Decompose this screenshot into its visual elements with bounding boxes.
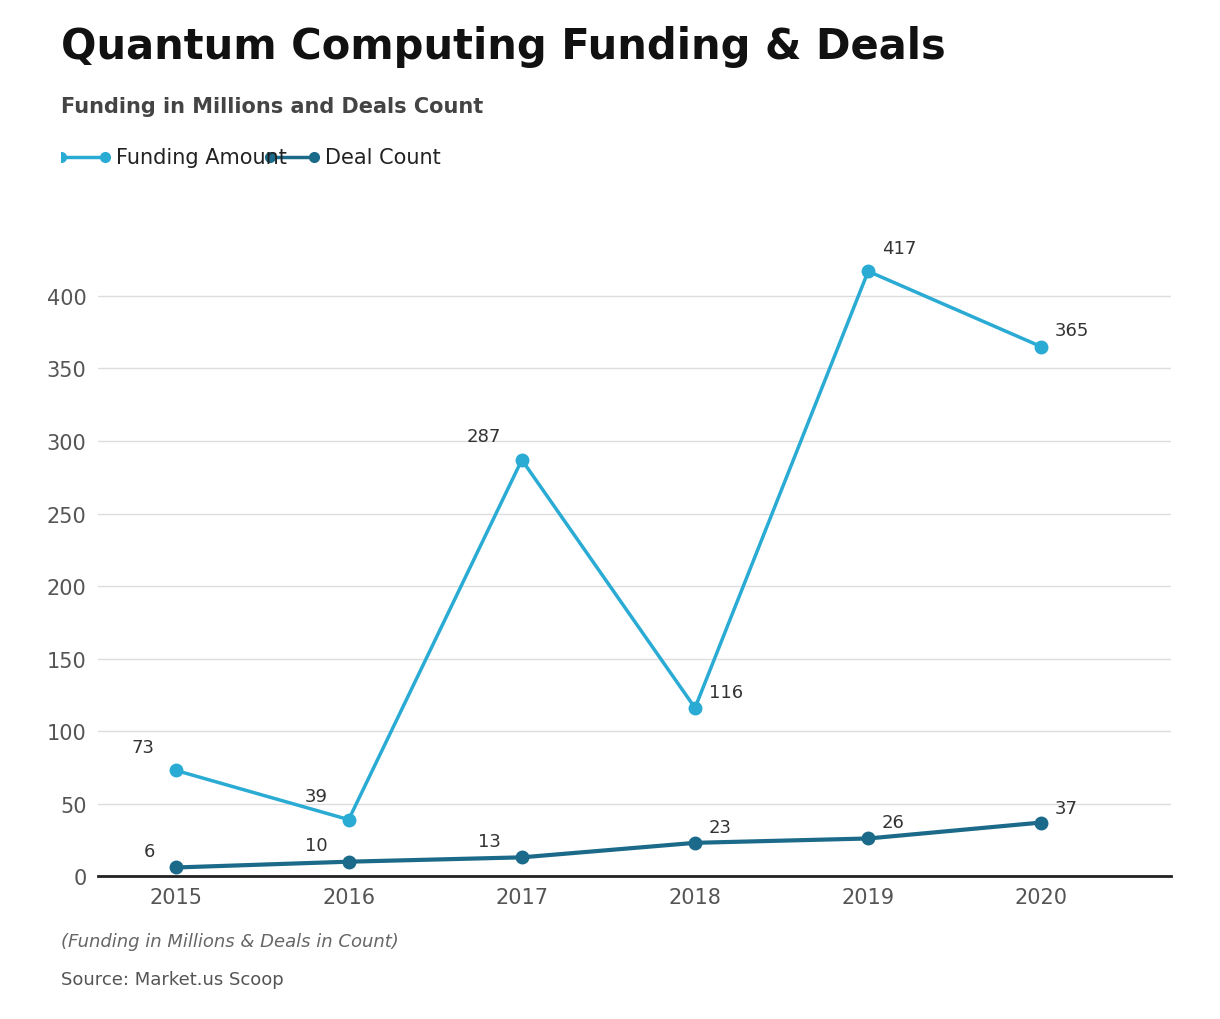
Text: 39: 39 [305, 788, 328, 805]
Text: 417: 417 [882, 239, 916, 258]
Text: Source: Market.us Scoop: Source: Market.us Scoop [61, 970, 284, 988]
Text: 26: 26 [882, 813, 905, 832]
Text: Funding in Millions and Deals Count: Funding in Millions and Deals Count [61, 97, 483, 117]
Text: 13: 13 [478, 833, 501, 850]
Text: 287: 287 [467, 428, 501, 446]
Text: 10: 10 [305, 837, 328, 855]
Text: 365: 365 [1055, 322, 1089, 340]
Text: (Funding in Millions & Deals in Count): (Funding in Millions & Deals in Count) [61, 932, 399, 951]
Text: 116: 116 [709, 683, 743, 701]
Text: Deal Count: Deal Count [325, 148, 440, 168]
Text: 6: 6 [144, 843, 155, 860]
Text: 37: 37 [1055, 799, 1078, 817]
Text: 23: 23 [709, 818, 732, 836]
Text: 73: 73 [132, 738, 155, 756]
Text: Funding Amount: Funding Amount [116, 148, 287, 168]
Text: Quantum Computing Funding & Deals: Quantum Computing Funding & Deals [61, 25, 946, 67]
